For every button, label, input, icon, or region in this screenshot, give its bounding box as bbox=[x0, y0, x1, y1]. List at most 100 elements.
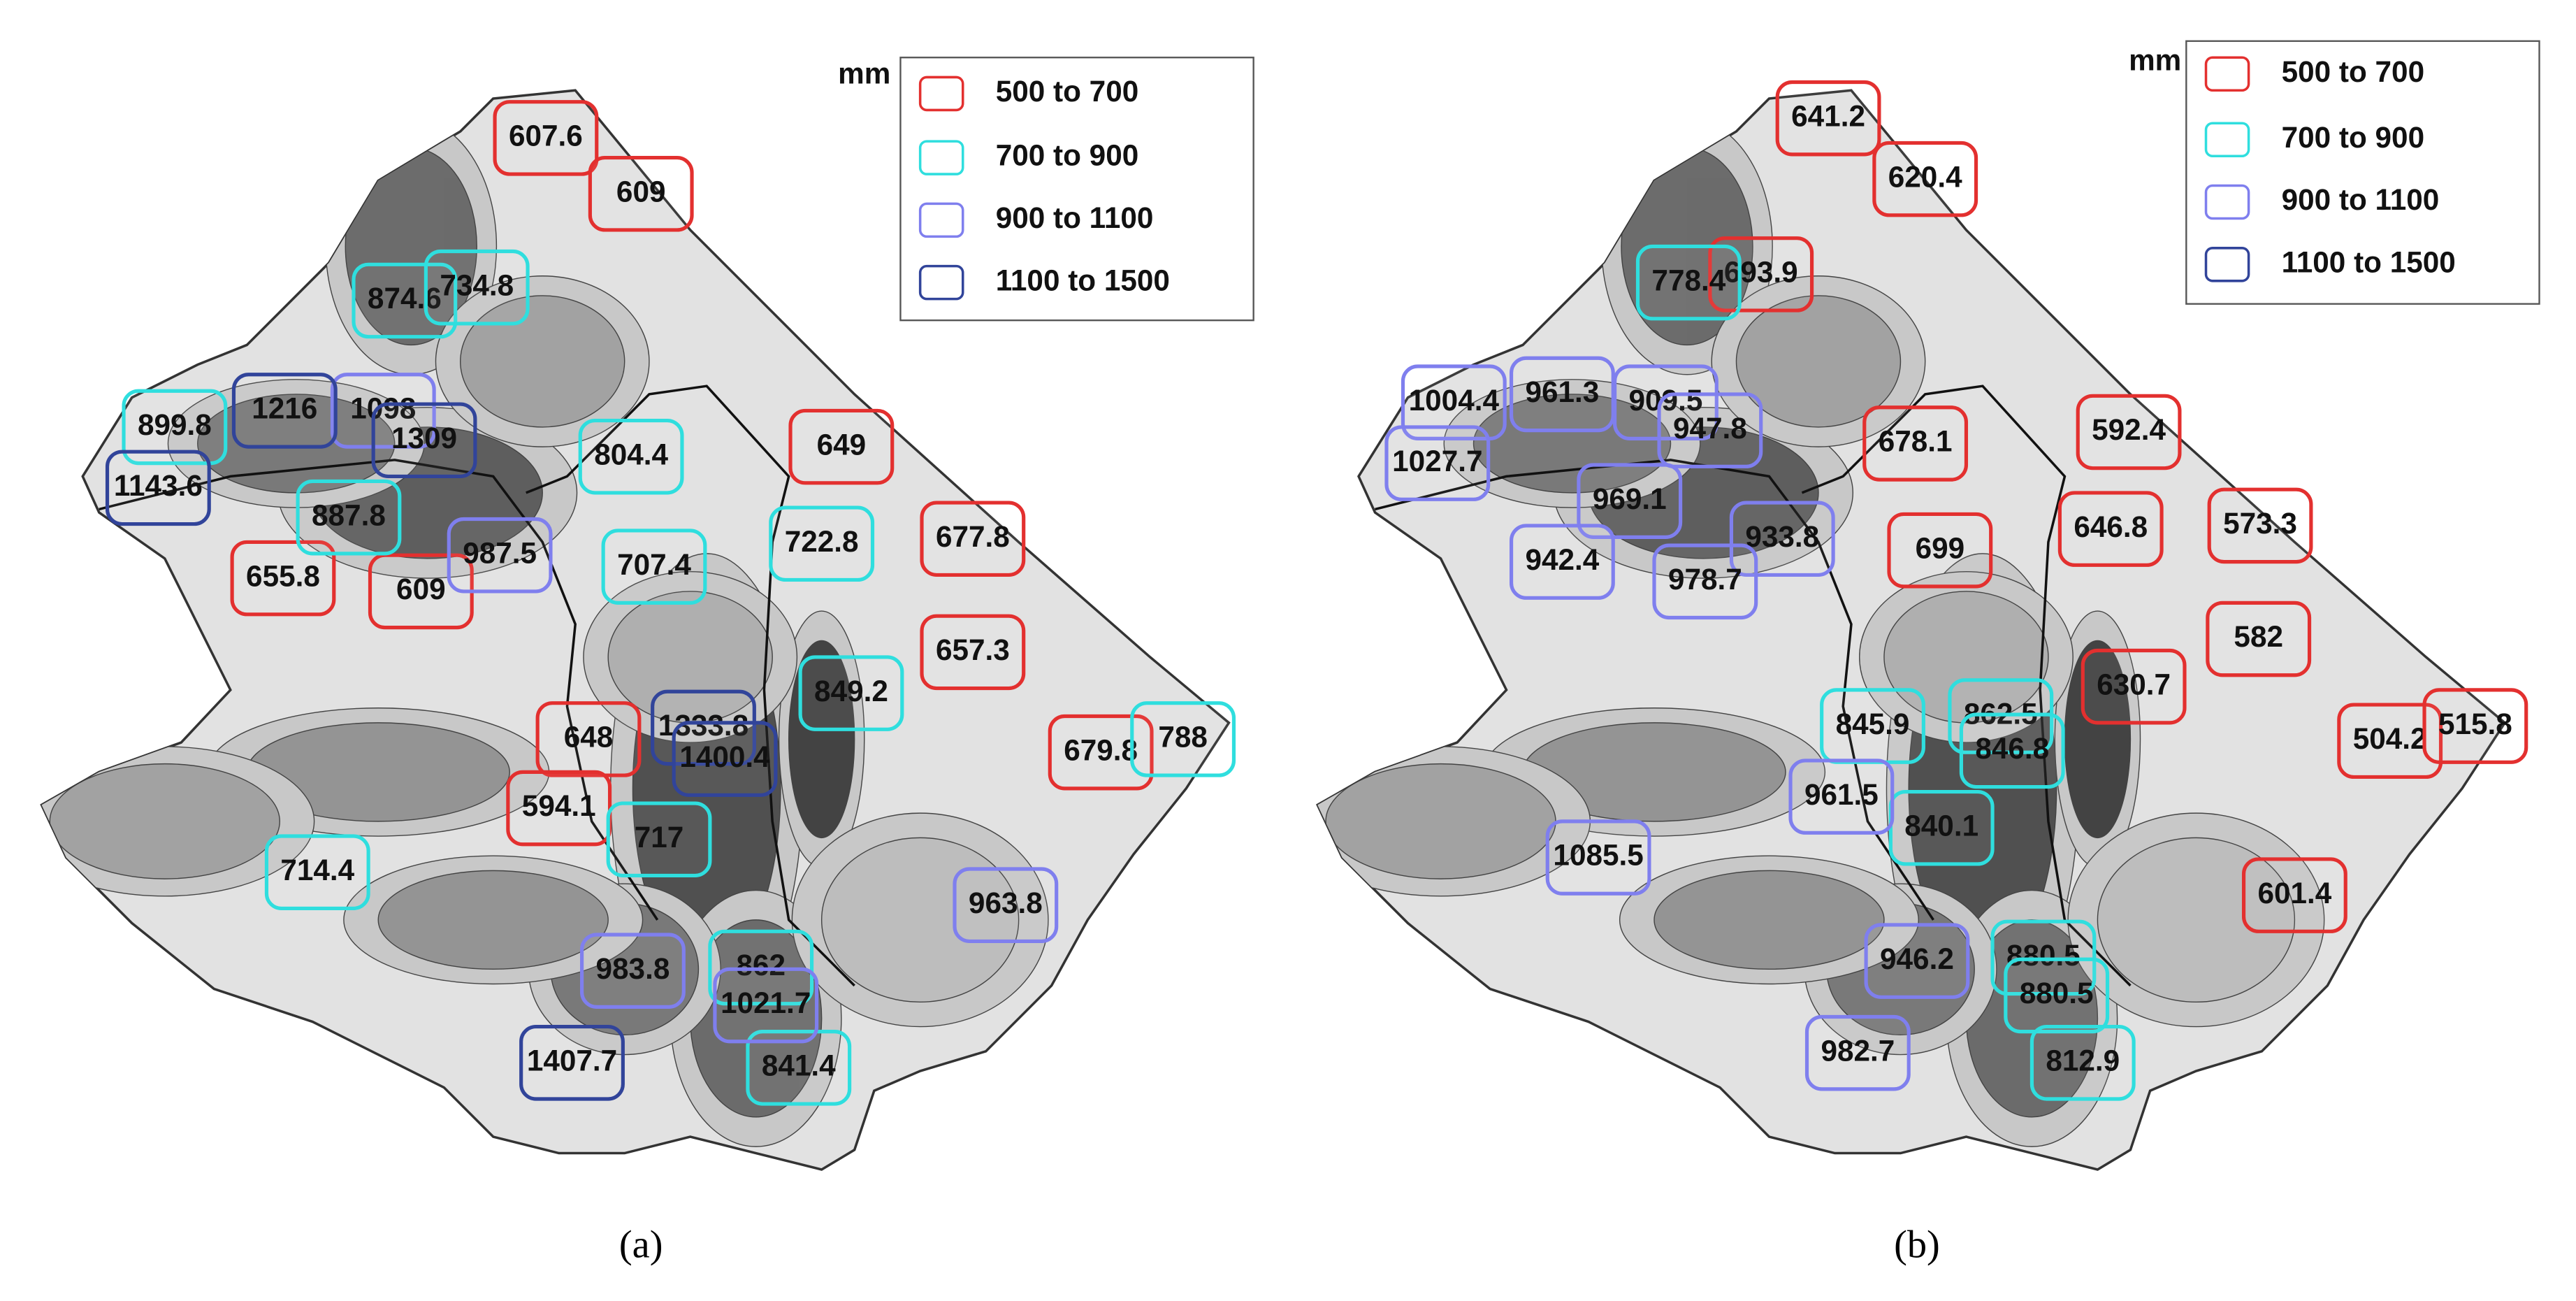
station-box bbox=[580, 933, 686, 1009]
station-value: 1021.7 bbox=[721, 986, 811, 1019]
station-box bbox=[953, 867, 1059, 943]
station-box bbox=[920, 501, 1026, 577]
legend-unit: mm bbox=[2129, 43, 2181, 76]
station-box bbox=[1862, 405, 1969, 482]
legend-label: 700 to 900 bbox=[2282, 121, 2425, 154]
legend-box bbox=[899, 57, 1254, 322]
station-value: 679.8 bbox=[1064, 733, 1138, 766]
station-box bbox=[2057, 491, 2164, 567]
station-box bbox=[2206, 601, 2312, 677]
legend-swatch bbox=[2204, 184, 2250, 220]
map-panel: mm 500 to 700 607.6 609 649 655.8 609 677.8 657.… bbox=[40, 57, 1254, 1267]
station-box bbox=[1048, 714, 1154, 791]
station-value: 1309 bbox=[391, 422, 457, 454]
relief bbox=[41, 117, 1049, 1147]
station-value: 678.1 bbox=[1879, 425, 1953, 458]
relief-area bbox=[820, 837, 1020, 1003]
station-box bbox=[1775, 80, 1881, 157]
station-value: 699 bbox=[1916, 531, 1965, 564]
station-box bbox=[2337, 703, 2443, 779]
relief-area bbox=[377, 870, 609, 970]
station-box bbox=[1509, 524, 1615, 600]
station-box bbox=[2081, 648, 2187, 725]
station-value: 504.2 bbox=[2353, 722, 2427, 755]
station-box bbox=[535, 701, 642, 777]
legend-swatch bbox=[918, 264, 964, 301]
relief-area bbox=[1472, 394, 1672, 494]
station-value: 961.5 bbox=[1804, 778, 1879, 811]
relief-area bbox=[1325, 763, 1556, 879]
station-box bbox=[746, 1030, 852, 1106]
legend-swatch bbox=[918, 140, 964, 175]
station-value: 594.1 bbox=[522, 789, 596, 822]
station-value: 969.1 bbox=[1593, 482, 1667, 515]
relief-area bbox=[1735, 295, 1902, 428]
station-box bbox=[231, 373, 338, 449]
station-value: 982.7 bbox=[1821, 1034, 1895, 1067]
relief-area bbox=[460, 295, 625, 428]
station-box bbox=[588, 155, 694, 232]
legend-unit: mm bbox=[838, 57, 890, 89]
station-box bbox=[330, 373, 436, 449]
station-box bbox=[1959, 712, 2065, 789]
station-box bbox=[2029, 1025, 2136, 1101]
legend-swatch bbox=[2204, 122, 2250, 157]
station-value: 933.8 bbox=[1745, 520, 1819, 553]
province-border bbox=[1375, 459, 1934, 921]
relief-area bbox=[1654, 870, 1885, 970]
province-border bbox=[1801, 384, 2132, 987]
map bbox=[1316, 89, 2507, 1171]
legend-label: 1100 to 1500 bbox=[2282, 245, 2456, 278]
station-box bbox=[230, 540, 336, 617]
station-box bbox=[1657, 392, 1763, 468]
station-value: 601.4 bbox=[2257, 877, 2331, 910]
station-value: 812.9 bbox=[2046, 1044, 2120, 1077]
station-value: 846.8 bbox=[1975, 732, 2049, 765]
legend-label: 900 to 1100 bbox=[2282, 183, 2440, 216]
station-value: 607.6 bbox=[509, 120, 583, 152]
station-box bbox=[2241, 857, 2347, 933]
station-value: 849.2 bbox=[814, 675, 888, 707]
station-value: 648 bbox=[564, 721, 614, 754]
station-box bbox=[296, 479, 402, 556]
legend-label: 900 to 1100 bbox=[996, 201, 1154, 234]
relief-area bbox=[1883, 591, 2049, 724]
station-value: 1004.4 bbox=[1409, 384, 1500, 417]
station-value: 515.8 bbox=[2438, 707, 2512, 740]
station-value: 1407.7 bbox=[527, 1044, 617, 1077]
legend-box bbox=[2185, 40, 2540, 305]
station-value: 841.4 bbox=[762, 1049, 836, 1082]
station-value: 1098 bbox=[350, 392, 416, 425]
station-value: 862 bbox=[736, 949, 786, 982]
station-value: 714.4 bbox=[280, 854, 354, 886]
station-box bbox=[371, 402, 477, 479]
station-value: 657.3 bbox=[936, 633, 1010, 666]
station-value: 1216 bbox=[252, 392, 317, 425]
map-panel: mm 500 to 700 641.2 620.4 693.9 678.1 592.4 646… bbox=[1316, 40, 2540, 1267]
station-box bbox=[2076, 394, 2182, 470]
station-value: 874.6 bbox=[368, 282, 442, 315]
station-box bbox=[1613, 364, 1718, 440]
station-value: 987.5 bbox=[463, 536, 537, 569]
legend-swatch bbox=[2204, 247, 2250, 282]
station-value: 734.8 bbox=[440, 268, 514, 301]
legend-label: 500 to 700 bbox=[996, 75, 1139, 108]
station-box bbox=[1652, 543, 1758, 620]
station-box bbox=[264, 834, 370, 910]
station-box bbox=[1384, 425, 1491, 501]
station-box bbox=[920, 614, 1026, 691]
legend-swatch bbox=[918, 76, 964, 112]
station-box bbox=[788, 408, 895, 485]
station-box bbox=[1401, 364, 1507, 440]
station-value: 845.9 bbox=[1836, 707, 1910, 740]
station-value: 804.4 bbox=[594, 438, 668, 470]
station-value: 963.8 bbox=[969, 886, 1043, 919]
legend-label: 1100 to 1500 bbox=[996, 264, 1170, 296]
relief-area bbox=[49, 763, 280, 879]
station-box bbox=[798, 655, 904, 731]
legend-swatch bbox=[918, 202, 964, 238]
relief-area bbox=[197, 394, 396, 494]
station-value: 707.4 bbox=[617, 548, 691, 581]
